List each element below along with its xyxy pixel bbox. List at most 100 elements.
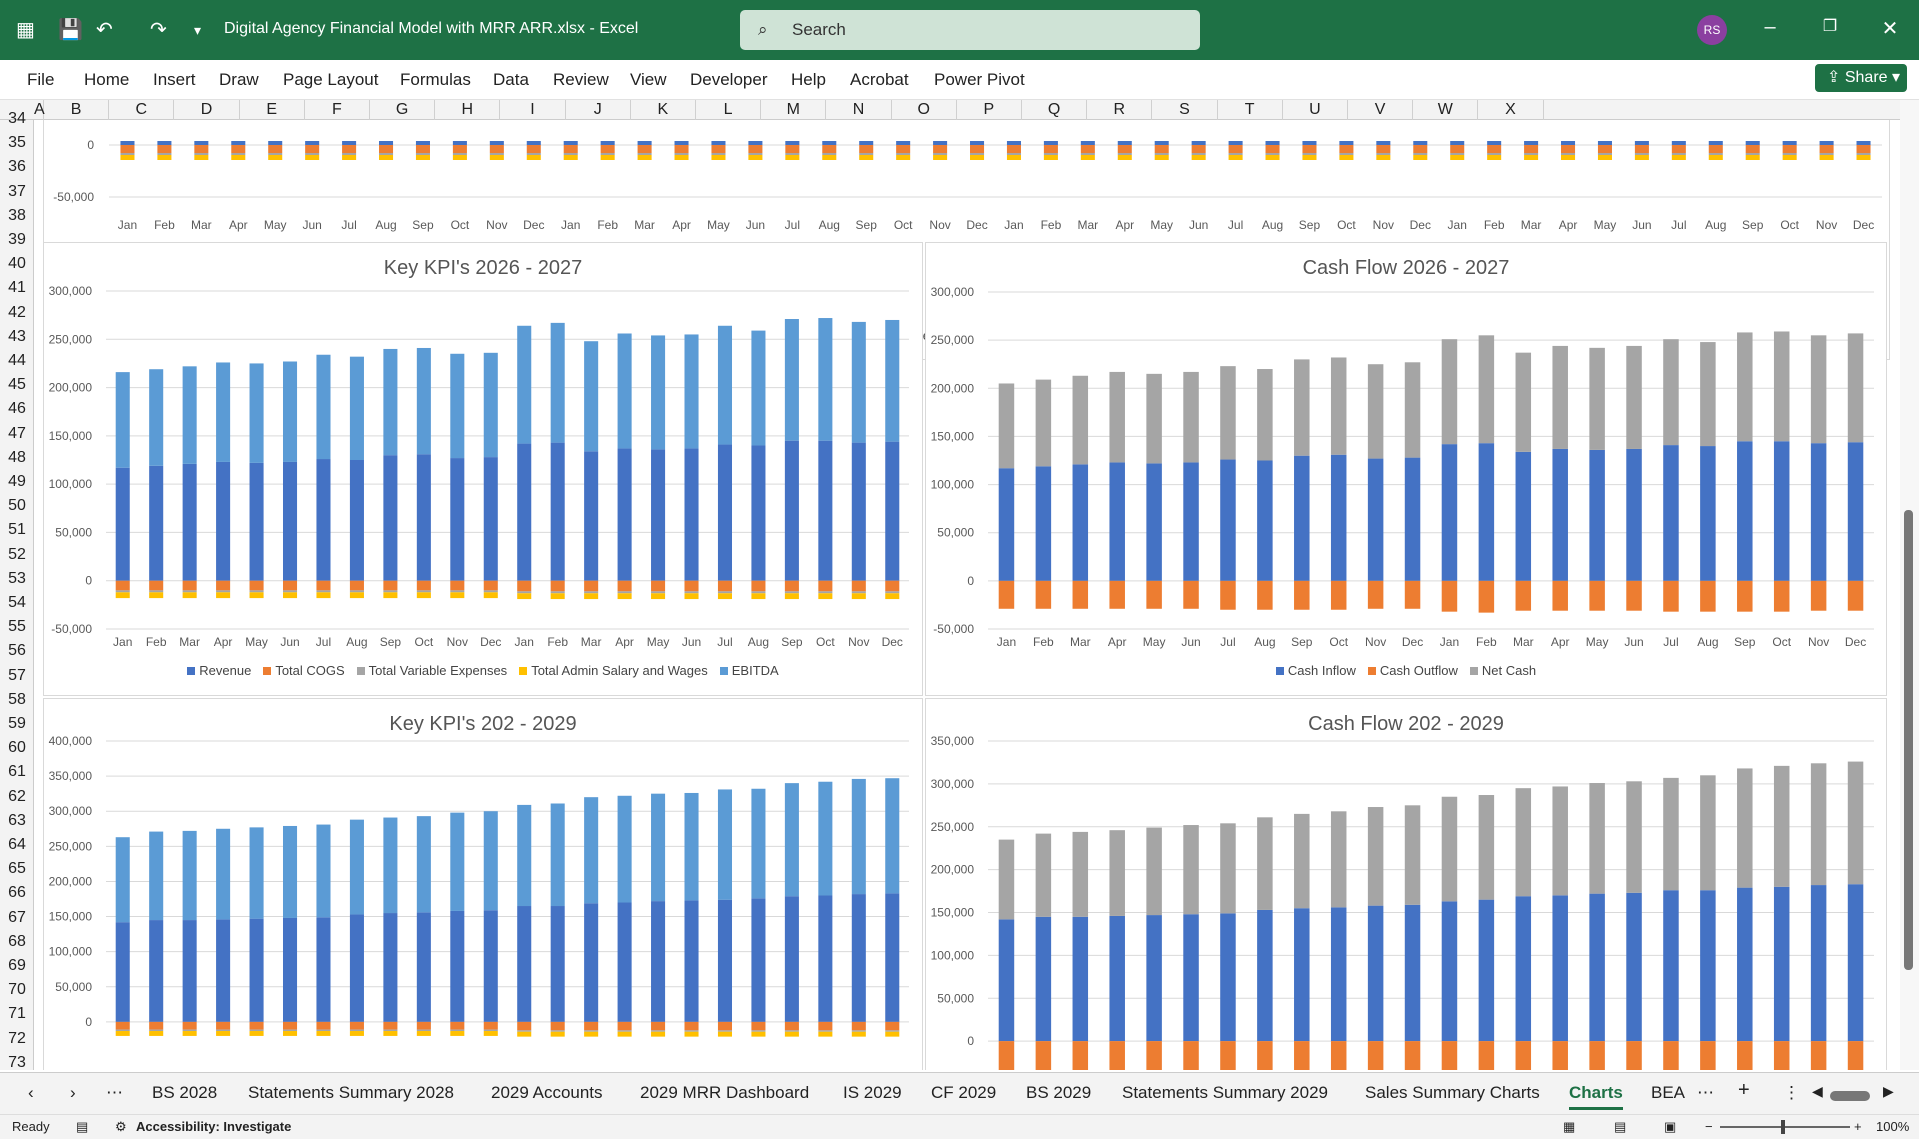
column-header-X[interactable]: X (1478, 100, 1544, 120)
sheet-tab-bea[interactable]: BEA (1651, 1083, 1686, 1102)
column-header-E[interactable]: E (240, 100, 305, 120)
row-header-55[interactable]: 55 (8, 618, 26, 636)
row-header-61[interactable]: 61 (8, 763, 26, 781)
zoom-level[interactable]: 100% (1876, 1119, 1910, 1134)
column-header-I[interactable]: I (500, 100, 566, 120)
row-header-49[interactable]: 49 (8, 473, 26, 490)
undo-icon[interactable]: ↶ (96, 19, 113, 41)
menu-home[interactable]: Home (84, 70, 130, 89)
column-header-D[interactable]: D (174, 100, 240, 120)
menu-formulas[interactable]: Formulas (400, 70, 471, 89)
row-header-42[interactable]: 42 (8, 303, 26, 321)
sheet-tab-cf-2029[interactable]: CF 2029 (931, 1083, 997, 1102)
column-header-J[interactable]: J (566, 100, 631, 120)
row-header-36[interactable]: 36 (8, 158, 26, 176)
close-icon[interactable]: ✕ (1881, 18, 1899, 40)
sheet-tab-is-2029[interactable]: IS 2029 (843, 1083, 902, 1102)
menu-insert[interactable]: Insert (153, 70, 196, 89)
row-header-50[interactable]: 50 (8, 497, 26, 515)
page-layout-view-icon[interactable]: ▤ (1614, 1119, 1627, 1134)
redo-icon[interactable]: ↷ (150, 19, 167, 41)
column-header-G[interactable]: G (370, 100, 436, 120)
row-header-54[interactable]: 54 (8, 594, 26, 611)
row-header-40[interactable]: 40 (8, 255, 26, 273)
column-header-S[interactable]: S (1152, 100, 1218, 120)
normal-view-icon[interactable]: ▦ (1563, 1119, 1576, 1134)
row-header-57[interactable]: 57 (8, 666, 26, 684)
menu-data[interactable]: Data (493, 70, 529, 89)
column-header-L[interactable]: L (696, 100, 762, 120)
chart-kpi-2026[interactable]: Key KPI's 2026 - 2027 300,000 250,000 200,… (43, 242, 923, 696)
avatar[interactable]: RS (1697, 15, 1727, 45)
row-header-34[interactable]: 34 (8, 110, 26, 127)
column-header-B[interactable]: B (44, 100, 110, 120)
menu-help[interactable]: Help (791, 70, 826, 89)
row-header-63[interactable]: 63 (8, 811, 26, 829)
column-header-P[interactable]: P (957, 100, 1022, 120)
column-header-W[interactable]: W (1413, 100, 1479, 120)
menu-page-layout[interactable]: Page Layout (283, 70, 379, 89)
row-header-59[interactable]: 59 (8, 715, 26, 732)
row-header-64[interactable]: 64 (8, 836, 26, 853)
worksheet-grid[interactable]: 0 -50,000 Jan Feb Mar Apr May Jun Jul Aug Sep Oct No… (35, 120, 1900, 1070)
row-header-66[interactable]: 66 (8, 884, 26, 902)
row-header-53[interactable]: 53 (8, 569, 26, 587)
row-header-72[interactable]: 72 (8, 1029, 26, 1047)
row-header-38[interactable]: 38 (8, 206, 26, 224)
menu-file[interactable]: File (27, 70, 55, 89)
chart-kpi-2028[interactable]: Key KPI's 202 - 2029 400,000 350,000 300,0… (43, 698, 923, 1070)
row-header-71[interactable]: 71 (8, 1005, 26, 1023)
tab-options-icon[interactable]: ⋮ (1783, 1083, 1800, 1102)
menu-developer[interactable]: Developer (690, 70, 768, 89)
tab-list-icon[interactable]: ⋯ (1697, 1083, 1714, 1102)
tab-more-icon[interactable]: ⋯ (106, 1083, 123, 1102)
macro-record-icon[interactable]: ▤ (76, 1119, 89, 1134)
column-header-A[interactable]: A (34, 100, 45, 120)
tab-prev-icon[interactable]: ‹ (28, 1083, 34, 1102)
menu-review[interactable]: Review (553, 70, 609, 89)
column-header-K[interactable]: K (631, 100, 696, 120)
column-header-R[interactable]: R (1087, 100, 1153, 120)
customize-toolbar-icon[interactable]: ▾ (194, 22, 202, 38)
menu-view[interactable]: View (630, 70, 667, 89)
row-header-51[interactable]: 51 (8, 521, 26, 539)
row-header-47[interactable]: 47 (8, 424, 26, 442)
row-header-52[interactable]: 52 (8, 545, 26, 563)
row-header-39[interactable]: 39 (8, 231, 26, 248)
column-header-F[interactable]: F (305, 100, 370, 120)
row-header-69[interactable]: 69 (8, 957, 26, 974)
row-header-44[interactable]: 44 (8, 352, 26, 369)
row-header-58[interactable]: 58 (8, 690, 26, 708)
hscroll-right-icon[interactable]: ▶ (1883, 1083, 1894, 1099)
search-box[interactable]: ⌕ Search (740, 10, 1200, 50)
share-button[interactable]: ⇪ Share ▾ (1815, 64, 1907, 92)
menu-draw[interactable]: Draw (219, 70, 259, 89)
row-header-60[interactable]: 60 (8, 739, 26, 757)
tab-next-icon[interactable]: › (70, 1083, 76, 1102)
row-header-67[interactable]: 67 (8, 908, 26, 926)
zoom-out-icon[interactable]: − (1705, 1119, 1713, 1134)
zoom-slider[interactable] (1720, 1126, 1850, 1128)
column-header-H[interactable]: H (435, 100, 501, 120)
row-header-68[interactable]: 68 (8, 932, 26, 950)
row-header-48[interactable]: 48 (8, 448, 26, 466)
sheet-tab-sales-summary-charts[interactable]: Sales Summary Charts (1365, 1083, 1540, 1102)
column-header-U[interactable]: U (1283, 100, 1348, 120)
row-header-45[interactable]: 45 (8, 376, 26, 394)
add-sheet-icon[interactable]: + (1738, 1079, 1750, 1101)
row-header-73[interactable]: 73 (8, 1053, 26, 1071)
sheet-tab-bs-2028[interactable]: BS 2028 (152, 1083, 218, 1102)
zoom-slider-handle[interactable] (1781, 1120, 1785, 1134)
hscroll-left-icon[interactable]: ◀ (1812, 1083, 1823, 1099)
minimize-icon[interactable]: – (1764, 16, 1776, 38)
row-header-43[interactable]: 43 (8, 327, 26, 345)
menu-acrobat[interactable]: Acrobat (850, 70, 909, 89)
horizontal-scrollbar-thumb[interactable] (1830, 1091, 1870, 1101)
restore-icon[interactable]: ❐ (1822, 18, 1838, 35)
column-header-O[interactable]: O (892, 100, 957, 120)
chart-cash-2026[interactable]: Cash Flow 2026 - 2027 300,000 250,000 200,… (925, 242, 1887, 696)
sheet-tab-bs-2029[interactable]: BS 2029 (1026, 1083, 1092, 1102)
save-icon[interactable]: 💾 (58, 19, 83, 41)
page-break-view-icon[interactable]: ▣ (1664, 1119, 1677, 1134)
sheet-tab-statements-summary-2028[interactable]: Statements Summary 2028 (248, 1083, 454, 1102)
